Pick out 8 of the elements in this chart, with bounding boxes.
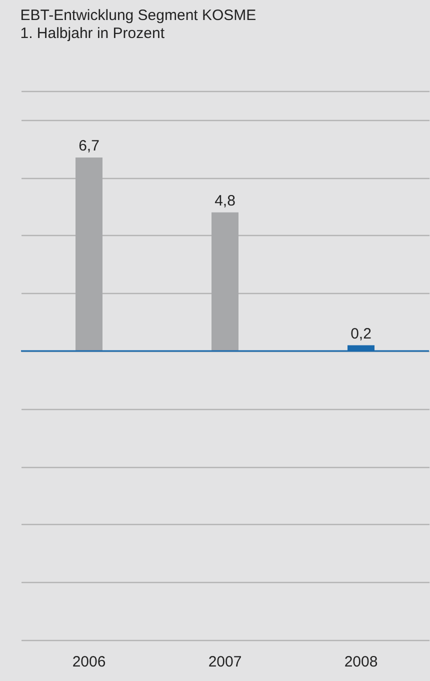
x-tick-label: 2008 (344, 654, 378, 670)
x-tick-label: 2007 (208, 654, 242, 670)
chart-title: EBT-Entwicklung Segment KOSME (20, 7, 256, 24)
data-label: 6,7 (78, 137, 100, 154)
x-tick-label: 2006 (72, 654, 106, 670)
chart-subtitle: 1. Halbjahr in Prozent (20, 25, 166, 42)
data-label: 0,2 (350, 325, 372, 342)
data-label: 4,8 (214, 192, 236, 210)
